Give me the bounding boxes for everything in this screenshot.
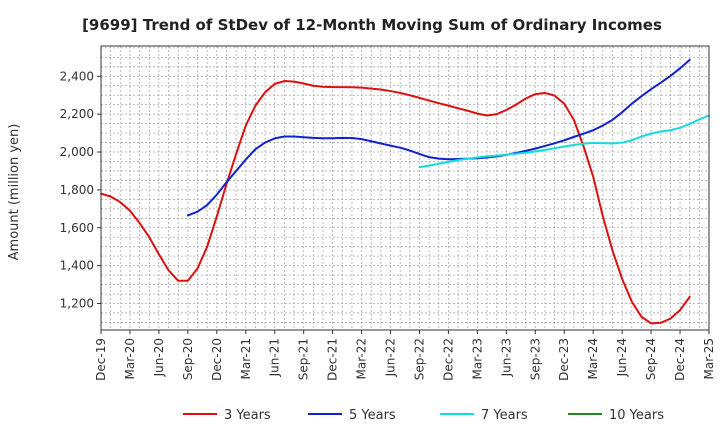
y-axis: 1,200 1,400 1,600 1,800 2,000 2,200 2,400: [60, 69, 101, 310]
x-tick-label: Mar-25: [702, 338, 716, 379]
x-tick-label: Jun-24: [615, 338, 629, 377]
y-tick-label: 2,000: [60, 145, 94, 159]
y-tick-label: 1,800: [60, 183, 94, 197]
x-tick-label: Sep-23: [528, 338, 542, 380]
y-tick-label: 2,400: [60, 69, 94, 83]
series-line-7-years: [418, 114, 710, 169]
legend-label-10-years: 10 Years: [609, 408, 664, 423]
x-tick-label: Dec-19: [94, 338, 108, 381]
x-tick-label: Dec-20: [210, 338, 224, 381]
x-tick-label: Jun-23: [499, 338, 513, 377]
x-tick-label: Mar-22: [355, 338, 369, 379]
legend: 3 Years 5 Years 7 Years 10 Years: [183, 408, 664, 423]
x-tick-label: Dec-23: [557, 338, 571, 381]
y-tick-label: 1,600: [60, 221, 94, 235]
x-tick-label: Jun-22: [384, 338, 398, 377]
series-line-5-years: [186, 58, 691, 217]
chart-title: [9699] Trend of StDev of 12-Month Moving…: [82, 16, 662, 34]
y-tick-label: 2,200: [60, 107, 94, 121]
y-axis-label: Amount (million yen): [7, 124, 22, 261]
x-tick-label: Sep-21: [297, 338, 311, 380]
legend-label-3-years: 3 Years: [224, 408, 271, 423]
x-axis: Dec-19 Mar-20 Jun-20 Sep-20 Dec-20 Mar-21 Jun-…: [94, 330, 716, 381]
legend-label-5-years: 5 Years: [349, 408, 396, 423]
grid: [101, 46, 709, 330]
x-tick-label: Mar-21: [239, 338, 253, 379]
y-tick-label: 1,400: [60, 259, 94, 273]
x-tick-label: Mar-20: [123, 338, 137, 379]
x-tick-label: Dec-24: [673, 338, 687, 381]
x-tick-label: Sep-20: [181, 338, 195, 380]
x-tick-label: Mar-23: [470, 338, 484, 379]
x-tick-label: Dec-21: [326, 338, 340, 381]
plot-area: [101, 46, 709, 330]
series-line-3-years: [100, 80, 691, 325]
x-tick-label: Sep-22: [412, 338, 426, 380]
plot-border: [100, 45, 710, 331]
x-tick-label: Jun-20: [152, 338, 166, 377]
x-tick-label: Mar-24: [586, 338, 600, 379]
x-tick-label: Jun-21: [268, 338, 282, 377]
series-lines: [100, 58, 710, 325]
x-tick-label: Dec-22: [441, 338, 455, 381]
x-tick-label: Sep-24: [644, 338, 658, 380]
y-tick-label: 1,200: [60, 296, 94, 310]
legend-label-7-years: 7 Years: [481, 408, 528, 423]
